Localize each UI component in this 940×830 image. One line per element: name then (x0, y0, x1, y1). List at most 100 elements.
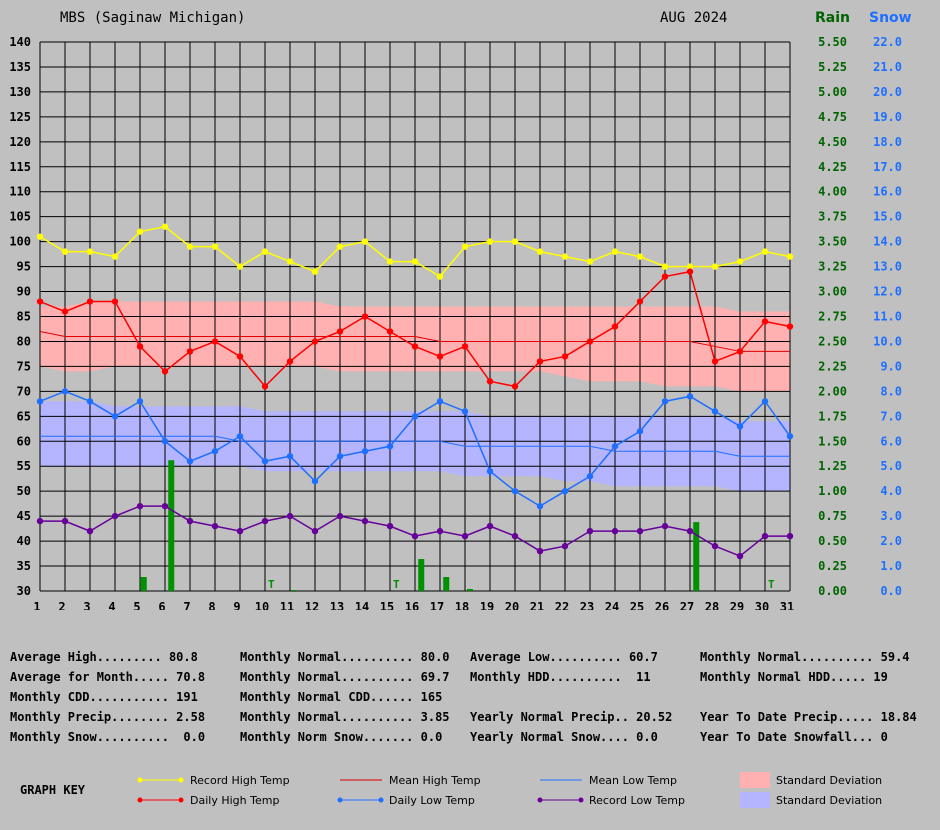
temp-tick-label: 45 (17, 509, 31, 523)
snow-tick-label: 0.0 (880, 584, 902, 598)
day-tick-label: 6 (158, 600, 165, 610)
snow-tick-label: 5.0 (880, 459, 902, 473)
record-high-line-point (211, 243, 219, 250)
temp-tick-label: 40 (17, 534, 31, 548)
temp-tick-label: 100 (9, 235, 31, 249)
day-tick-label: 24 (605, 600, 619, 610)
daily-high-line-point (486, 378, 494, 385)
record-high-line-point (386, 258, 394, 265)
day-tick-label: 28 (705, 600, 719, 610)
temp-tick-label: 130 (9, 85, 31, 99)
snow-tick-label: 13.0 (873, 260, 902, 274)
snow-tick-label: 1.0 (880, 559, 902, 573)
rain-tick-label: 5.00 (818, 85, 847, 99)
daily-low-line-point (286, 453, 294, 460)
temp-tick-label: 125 (9, 110, 31, 124)
daily-high-line-point (536, 358, 544, 365)
record-low-line-point (686, 527, 694, 535)
daily-high-line-point (86, 298, 94, 305)
snow-tick-label: 21.0 (873, 60, 902, 74)
key-daily-low-marker (378, 797, 384, 803)
record-high-line-point (236, 263, 244, 270)
stat-normal-hdd: Monthly Normal HDD..... 19 (700, 670, 888, 684)
trace-label: T (393, 578, 400, 591)
stat-ytd-snowfall: Year To Date Snowfall... 0 (700, 730, 888, 744)
day-tick-label: 14 (355, 600, 369, 610)
day-tick-label: 16 (405, 600, 419, 610)
precip-bar (168, 460, 175, 591)
precip-bar (418, 559, 425, 591)
record-low-line-point (461, 532, 469, 540)
snow-tick-label: 2.0 (880, 534, 902, 548)
record-low-line-point (36, 517, 44, 525)
rain-tick-label: 4.50 (818, 135, 847, 149)
daily-high-line-point (336, 328, 344, 335)
day-tick-label: 23 (580, 600, 594, 610)
key-record-low-marker (537, 797, 543, 803)
record-low-line-point (186, 517, 194, 525)
record-low-line-point (486, 522, 494, 530)
stat-average-high: Average High......... 80.8 (10, 650, 198, 664)
daily-low-line-point (711, 408, 719, 415)
record-low-line-point (136, 502, 144, 510)
daily-low-line-point (386, 443, 394, 450)
key-high-std-swatch (740, 772, 770, 788)
daily-high-line-point (786, 323, 794, 330)
daily-low-line-point (436, 398, 444, 405)
day-tick-label: 22 (555, 600, 569, 610)
rain-tick-label: 1.25 (818, 459, 847, 473)
daily-low-line-point (336, 453, 344, 460)
record-low-line-point (111, 512, 119, 520)
record-high-line-point (311, 268, 319, 275)
day-tick-label: 10 (255, 600, 269, 610)
record-low-line-point (386, 522, 394, 530)
daily-low-line-point (111, 413, 119, 420)
record-high-line-point (561, 253, 569, 260)
daily-high-line-point (261, 383, 269, 390)
day-tick-label: 13 (330, 600, 344, 610)
day-tick-label: 9 (233, 600, 240, 610)
rain-tick-label: 0.50 (818, 534, 847, 548)
record-low-line-point (786, 532, 794, 540)
temp-tick-label: 80 (17, 334, 31, 348)
temp-tick-label: 70 (17, 384, 31, 398)
daily-high-line-point (436, 353, 444, 360)
record-low-line-point (211, 522, 219, 530)
record-high-line-point (36, 233, 44, 240)
day-tick-label: 4 (108, 600, 115, 610)
stat-normal-high: Monthly Normal.......... 80.0 (240, 650, 450, 664)
daily-high-line-point (636, 298, 644, 305)
record-high-line-point (86, 248, 94, 255)
daily-high-line-point (761, 318, 769, 325)
station-title: MBS (Saginaw Michigan) (60, 10, 246, 26)
record-low-line-point (336, 512, 344, 520)
key-mean-high-label: Mean High Temp (389, 774, 481, 787)
daily-low-line-point (511, 487, 519, 495)
snow-tick-label: 6.0 (880, 434, 902, 448)
snow-tick-label: 16.0 (873, 185, 902, 199)
record-low-line-point (161, 502, 169, 510)
day-tick-label: 25 (630, 600, 644, 610)
key-record-high-marker (178, 777, 184, 783)
temp-tick-label: 115 (9, 160, 31, 174)
day-tick-label: 5 (133, 600, 140, 610)
record-low-line-point (661, 522, 669, 530)
rain-tick-label: 4.75 (818, 110, 847, 124)
temp-tick-label: 140 (9, 35, 31, 49)
daily-high-line-point (361, 313, 369, 320)
daily-low-line-point (686, 393, 694, 400)
snow-tick-label: 17.0 (873, 160, 902, 174)
snow-tick-label: 15.0 (873, 210, 902, 224)
daily-low-line-point (586, 473, 594, 480)
daily-low-line-point (636, 428, 644, 435)
record-low-line-point (561, 542, 569, 550)
record-high-line-point (336, 243, 344, 250)
precip-bar (140, 577, 147, 591)
record-high-line-point (361, 238, 369, 245)
daily-high-line-point (161, 368, 169, 375)
record-high-line-point (711, 263, 719, 270)
daily-high-line-point (661, 273, 669, 280)
snow-tick-label: 9.0 (880, 359, 902, 373)
record-low-line-point (611, 527, 619, 535)
mean-low-line (40, 435, 790, 457)
